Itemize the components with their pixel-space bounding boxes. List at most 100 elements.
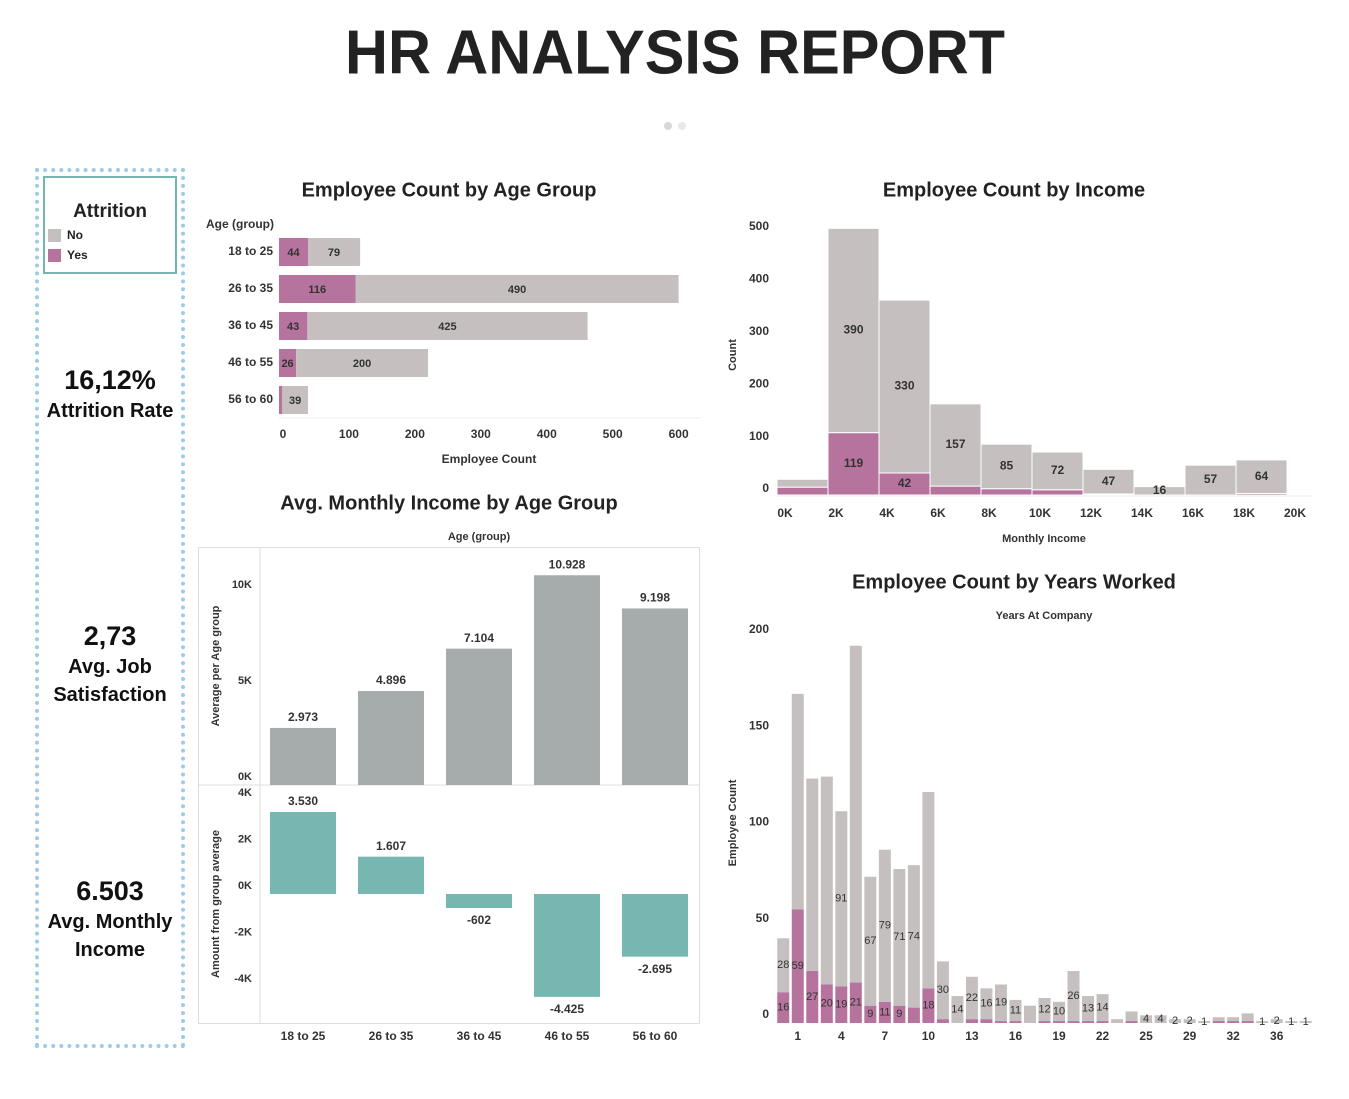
x-tick-label: 46 to 55: [545, 1029, 590, 1043]
bar-segment: [1299, 1021, 1312, 1023]
bar: [358, 856, 424, 895]
bar-segment: [922, 988, 935, 1023]
legend-items: No Yes: [48, 225, 88, 265]
bar-segment: [806, 778, 819, 972]
bar-segment: [1227, 1017, 1240, 1022]
y-tick-label: 100: [749, 815, 769, 829]
x-tick-label: 100: [339, 427, 359, 441]
data-label: 157: [945, 437, 965, 451]
page-dot[interactable]: [664, 122, 672, 130]
histogram-bar: [980, 488, 1033, 496]
data-label: 4: [1143, 1013, 1149, 1025]
y-tick-label: 50: [756, 911, 770, 925]
kpi-value: 16,12%: [64, 365, 156, 395]
data-label: 12: [1038, 1003, 1050, 1015]
data-label: 330: [894, 379, 914, 393]
bar-segment: [849, 982, 862, 1023]
data-label: 14: [1096, 1002, 1108, 1014]
bar-segment: [308, 238, 361, 266]
data-label: 26: [281, 358, 293, 370]
legend-swatch: [48, 248, 61, 262]
x-tick-label: 18K: [1233, 506, 1255, 520]
bar-segment: [893, 869, 906, 1006]
data-label: 27: [806, 991, 818, 1003]
bar-segment: [878, 849, 891, 1002]
data-label: 67: [864, 935, 876, 947]
data-label: 200: [353, 358, 371, 370]
legend: Attrition No Yes: [43, 176, 177, 274]
bar-segment: [965, 1019, 978, 1023]
data-label: 30: [937, 984, 949, 996]
x-tick-label: 4K: [879, 506, 895, 520]
data-label: 16: [777, 1002, 789, 1014]
histogram-bar: [1082, 468, 1135, 495]
data-label: 85: [1000, 459, 1014, 473]
bar-segment: [1198, 1021, 1211, 1023]
histogram-bar: [1235, 459, 1288, 494]
y-tick-label: 0K: [238, 771, 252, 783]
x-tick-label: 6K: [930, 506, 946, 520]
bar-segment: [893, 1005, 906, 1023]
bar-segment: [1169, 1019, 1182, 1023]
x-tick-label: 14K: [1131, 506, 1153, 520]
x-tick-label: 13: [965, 1029, 979, 1043]
x-tick-label: 500: [603, 427, 623, 441]
bar-segment: [282, 386, 309, 414]
bar-segment: [1067, 971, 1080, 1022]
x-tick-label: 300: [471, 427, 491, 441]
bar-segment: [907, 865, 920, 1008]
bar-segment: [777, 938, 790, 993]
x-tick-label: 16: [1009, 1029, 1023, 1043]
bar-segment: [777, 992, 790, 1023]
data-label: 1: [1259, 1016, 1265, 1028]
y-axis-label: Age (group): [206, 217, 274, 231]
bar-segment: [791, 693, 804, 910]
x-axis-label: Years At Company: [996, 610, 1094, 622]
bar-segment: [279, 386, 283, 414]
data-label: 47: [1102, 474, 1116, 488]
page-dot[interactable]: [678, 122, 686, 130]
x-tick-label: 29: [1183, 1029, 1197, 1043]
data-label: 9: [867, 1008, 873, 1020]
chart-title: Employee Count by Years Worked: [852, 571, 1176, 593]
bar-segment: [279, 238, 309, 266]
bar-segment: [980, 988, 993, 1020]
bar-segment: [835, 811, 848, 987]
kpi-label: Attrition Rate: [46, 400, 174, 422]
legend-label: No: [67, 228, 83, 242]
data-label: 28: [777, 959, 789, 971]
bar-segment: [1256, 1021, 1269, 1023]
y-axis-label: Employee Count: [727, 779, 739, 866]
y-tick-label: 200: [749, 622, 769, 636]
kpi-value: 2,73: [83, 621, 137, 651]
bar-segment: [1082, 1021, 1095, 1023]
y-tick-label: 10K: [232, 579, 252, 591]
y-tick-label: 46 to 55: [228, 355, 273, 369]
chart-title: Avg. Monthly Income by Age Group: [280, 492, 617, 514]
data-label: 10: [1053, 1005, 1065, 1017]
bar-segment: [994, 1021, 1007, 1023]
data-label: 1: [1288, 1016, 1294, 1028]
bar-segment: [936, 1019, 949, 1023]
bar-segment: [806, 971, 819, 1023]
bar-segment: [1053, 1001, 1066, 1022]
data-label: 91: [835, 893, 847, 905]
x-tick-label: 22: [1096, 1029, 1110, 1043]
data-label: 119: [844, 456, 864, 470]
bar-segment: [936, 961, 949, 1020]
bar-segment: [980, 1019, 993, 1023]
x-tick-label: 26 to 35: [369, 1029, 414, 1043]
data-label: 116: [308, 284, 326, 296]
x-tick-label: 36 to 45: [457, 1029, 502, 1043]
data-label: 425: [438, 321, 456, 333]
bar-segment: [1053, 1021, 1066, 1023]
x-tick-label: 0K: [777, 506, 793, 520]
bar-segment: [878, 1001, 891, 1023]
bar-segment: [849, 645, 862, 983]
y-tick-label: 0: [762, 1007, 769, 1021]
data-label: 490: [508, 284, 526, 296]
y-tick-label: 4K: [238, 787, 252, 799]
x-tick-label: 4: [838, 1029, 845, 1043]
data-label: 4: [1158, 1013, 1164, 1025]
histogram-bar: [776, 478, 829, 488]
